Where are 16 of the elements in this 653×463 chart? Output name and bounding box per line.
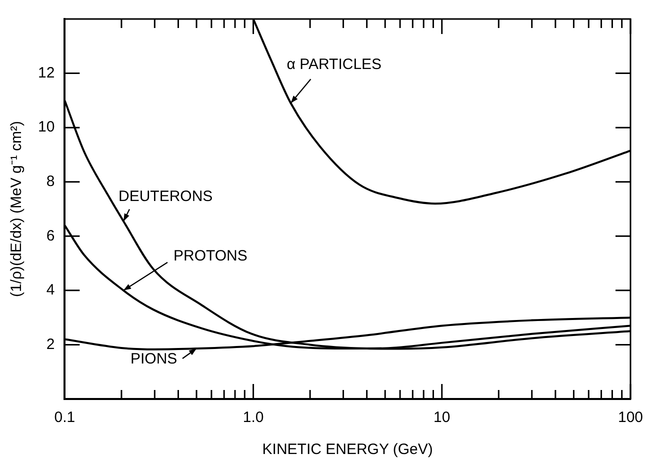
x-tick-label: 100 (618, 409, 643, 426)
annotation: DEUTERONS (118, 188, 213, 206)
y-axis-title: (1/ρ)(dE/dx) (MeV g⁻¹ cm²) (8, 120, 26, 298)
y-tick-label: 4 (46, 282, 55, 299)
y-tick-label: 8 (46, 173, 55, 190)
annotation: PIONS (130, 350, 178, 368)
x-axis-title: KINETIC ENERGY (GeV) (262, 441, 433, 458)
annotation: PROTONS (173, 247, 248, 264)
y-tick-label: 2 (46, 336, 55, 353)
annotation: α PARTICLES (286, 56, 382, 74)
x-tick-label: 0.1 (54, 409, 76, 426)
y-tick-label: 6 (46, 227, 55, 244)
x-tick-label: 10 (434, 409, 450, 426)
x-tick-label: 1.0 (242, 409, 264, 426)
y-tick-label: 10 (38, 118, 55, 136)
y-tick-label: 12 (38, 64, 55, 82)
